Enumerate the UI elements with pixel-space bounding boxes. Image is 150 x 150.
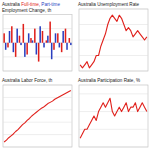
bar — [65, 29, 67, 43]
grid-line — [79, 9, 148, 10]
bar — [43, 43, 45, 48]
grid-line — [3, 109, 72, 110]
bar — [9, 31, 11, 43]
bar — [26, 43, 28, 55]
bar — [28, 33, 30, 42]
line — [80, 98, 147, 138]
plot-frame — [79, 9, 148, 71]
title-part: Australia — [2, 2, 21, 7]
bar — [15, 43, 17, 57]
bar — [47, 36, 49, 43]
grid-line — [3, 14, 72, 15]
chart-subtitle: Employment Change, th — [2, 8, 52, 13]
bar — [55, 33, 57, 42]
grid-line — [79, 40, 148, 41]
bar — [34, 29, 36, 43]
grid-line — [79, 129, 148, 130]
bar — [32, 40, 34, 42]
bar — [61, 43, 63, 52]
panel: Australia Unemployment Rate — [78, 2, 148, 71]
bar — [23, 24, 25, 43]
chart-title: Australia Unemployment Rate — [78, 2, 139, 7]
grid-line — [3, 122, 72, 123]
bar — [69, 38, 71, 43]
line — [4, 91, 71, 142]
bar — [24, 43, 26, 57]
grid-line — [3, 71, 72, 72]
bar — [42, 31, 44, 43]
chart-grid: Australia Full-time, Part-timeEmployment… — [0, 0, 150, 150]
chart-title: Australia Participation Rate, % — [78, 78, 140, 83]
bar — [66, 43, 68, 50]
bar — [59, 43, 61, 48]
bar — [20, 43, 22, 45]
bar — [49, 22, 51, 43]
bar — [36, 43, 38, 55]
plot-frame — [3, 15, 72, 72]
panel: Australia Labor Force, th — [2, 78, 72, 147]
bar — [51, 43, 53, 59]
chart-title: Australia Labor Force, th — [2, 78, 53, 83]
chart-title: Australia Full-time, Part-time — [2, 2, 60, 7]
grid-line — [79, 93, 148, 94]
bar — [5, 43, 7, 50]
legend-entry: Part-time — [41, 2, 60, 7]
bar — [53, 43, 55, 50]
grid-line — [3, 147, 72, 148]
marks — [4, 91, 71, 142]
panel: Australia Participation Rate, % — [78, 78, 148, 147]
bar — [13, 43, 15, 52]
bar — [39, 26, 41, 42]
bar — [19, 36, 21, 43]
bar — [3, 33, 5, 42]
grid-line — [3, 85, 72, 86]
legend-entry: Full-time — [21, 2, 39, 7]
line — [80, 15, 147, 68]
bar — [70, 43, 72, 45]
marks — [80, 98, 147, 138]
grid-line — [3, 97, 72, 98]
bar — [7, 43, 9, 48]
panel: Australia Full-time, Part-timeEmployment… — [2, 2, 72, 71]
bar — [11, 26, 13, 42]
bar — [16, 29, 18, 43]
grid-line — [79, 147, 148, 148]
plot-frame — [79, 85, 148, 147]
bar — [46, 40, 48, 42]
grid-line — [3, 28, 72, 29]
grid-line — [79, 71, 148, 72]
bar — [30, 38, 32, 43]
bar — [57, 33, 59, 42]
bar — [62, 31, 64, 43]
grid-line — [79, 24, 148, 25]
marks — [80, 15, 147, 68]
bar — [38, 43, 40, 62]
grid-line — [79, 55, 148, 56]
grid-line — [3, 56, 72, 57]
plot-frame — [3, 85, 72, 147]
marks — [3, 22, 71, 62]
